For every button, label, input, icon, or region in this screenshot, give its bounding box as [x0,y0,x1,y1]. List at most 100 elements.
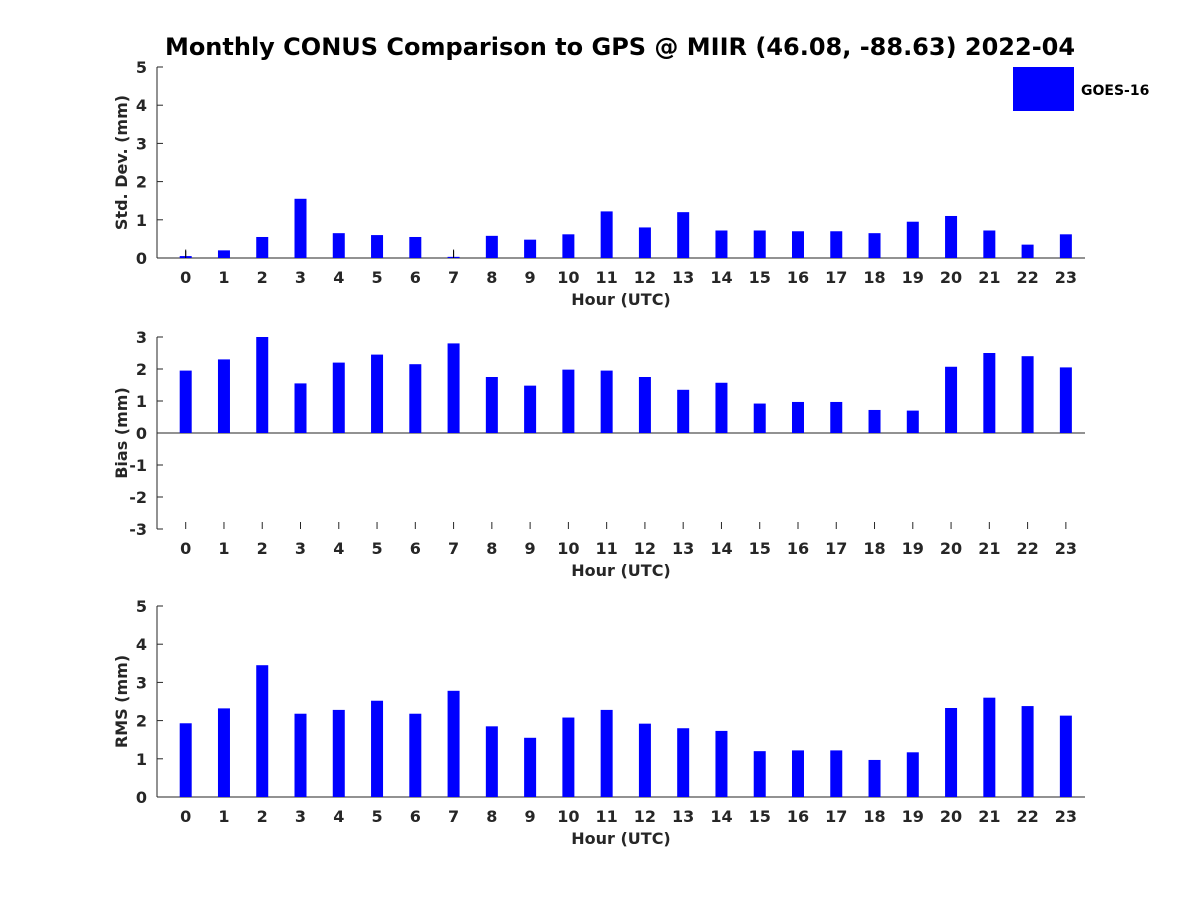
bar-rms-8 [485,726,498,797]
y-tick-label-std-dev: 1 [136,211,147,230]
x-tick-label-rms: 13 [672,807,694,826]
bar-std-dev-17 [830,231,843,258]
y-axis-label-rms: RMS (mm) [112,655,131,748]
x-tick-label-std-dev: 23 [1055,268,1077,287]
bar-bias-14 [715,382,728,433]
x-tick-label-rms: 4 [333,807,344,826]
bar-std-dev-19 [906,221,919,258]
bar-rms-5 [371,700,384,797]
bar-bias-19 [906,410,919,433]
x-tick-label-rms: 18 [863,807,885,826]
bar-bias-23 [1059,367,1072,433]
bar-std-dev-22 [1021,244,1034,258]
bar-std-dev-18 [868,233,881,258]
bar-std-dev-2 [256,236,269,258]
bar-std-dev-23 [1059,234,1072,258]
bar-rms-14 [715,730,728,797]
x-tick-label-rms: 14 [710,807,732,826]
bar-std-dev-21 [983,230,996,258]
bar-rms-6 [409,713,422,797]
y-tick-label-bias: 0 [136,424,147,443]
y-tick-label-bias: -3 [129,520,147,539]
bar-std-dev-4 [332,233,345,258]
x-axis-label-rms: Hour (UTC) [571,829,671,848]
bar-rms-9 [524,737,537,797]
y-tick-label-rms: 2 [136,712,147,731]
legend: GOES-16 [1013,67,1149,111]
x-tick-label-std-dev: 15 [749,268,771,287]
x-tick-label-rms: 11 [596,807,618,826]
x-tick-label-bias: 8 [486,539,497,558]
bar-std-dev-14 [715,230,728,258]
x-axis-label-bias: Hour (UTC) [571,561,671,580]
x-tick-label-std-dev: 12 [634,268,656,287]
bar-bias-9 [524,385,537,433]
x-tick-label-rms: 21 [978,807,1000,826]
x-tick-label-bias: 13 [672,539,694,558]
x-tick-label-rms: 1 [218,807,229,826]
bar-rms-11 [600,709,613,797]
x-tick-label-std-dev: 22 [1016,268,1038,287]
x-tick-label-rms: 19 [902,807,924,826]
x-tick-label-bias: 4 [333,539,344,558]
x-tick-label-std-dev: 18 [863,268,885,287]
bar-std-dev-16 [791,231,804,258]
bar-bias-3 [294,383,307,433]
x-tick-label-bias: 18 [863,539,885,558]
x-tick-label-std-dev: 3 [295,268,306,287]
bar-bias-16 [791,401,804,433]
bar-std-dev-3 [294,198,307,258]
x-tick-label-bias: 3 [295,539,306,558]
y-tick-label-std-dev: 4 [136,96,147,115]
y-tick-label-rms: 0 [136,788,147,807]
bar-rms-12 [638,723,651,797]
x-tick-label-rms: 0 [180,807,191,826]
bar-bias-7 [447,343,460,433]
x-tick-label-bias: 0 [180,539,191,558]
y-tick-label-rms: 1 [136,750,147,769]
y-tick-label-rms: 5 [136,597,147,616]
x-tick-label-rms: 20 [940,807,962,826]
y-tick-label-std-dev: 2 [136,173,147,192]
bar-rms-20 [945,707,958,797]
y-tick-label-std-dev: 0 [136,249,147,268]
bar-std-dev-15 [753,230,766,258]
bar-rms-23 [1059,715,1072,797]
bar-bias-12 [638,377,651,433]
y-tick-label-bias: 2 [136,360,147,379]
x-tick-label-rms: 15 [749,807,771,826]
bar-bias-22 [1021,356,1034,433]
bar-rms-10 [562,717,575,797]
y-tick-label-rms: 4 [136,635,147,654]
chart-title: Monthly CONUS Comparison to GPS @ MIIR (… [165,33,1075,61]
x-tick-label-std-dev: 16 [787,268,809,287]
y-tick-label-std-dev: 5 [136,58,147,77]
x-tick-label-bias: 14 [710,539,732,558]
bar-rms-15 [753,751,766,797]
x-tick-label-rms: 8 [486,807,497,826]
bar-rms-7 [447,690,460,797]
bar-bias-20 [945,366,958,433]
bar-rms-19 [906,752,919,797]
y-tick-label-std-dev: 3 [136,134,147,153]
bar-rms-1 [217,708,230,797]
x-tick-label-bias: 16 [787,539,809,558]
y-tick-label-bias: -2 [129,488,147,507]
x-tick-label-std-dev: 2 [257,268,268,287]
bar-bias-21 [983,353,996,433]
bar-std-dev-12 [638,227,651,258]
x-tick-label-rms: 22 [1016,807,1038,826]
x-tick-label-bias: 6 [410,539,421,558]
x-axis-label-std-dev: Hour (UTC) [571,290,671,309]
x-tick-label-bias: 12 [634,539,656,558]
x-tick-label-bias: 22 [1016,539,1038,558]
bar-bias-13 [677,389,690,433]
bar-bias-18 [868,409,881,433]
x-tick-label-bias: 19 [902,539,924,558]
y-tick-label-bias: -1 [129,456,147,475]
bar-std-dev-1 [217,250,230,258]
x-tick-label-std-dev: 21 [978,268,1000,287]
